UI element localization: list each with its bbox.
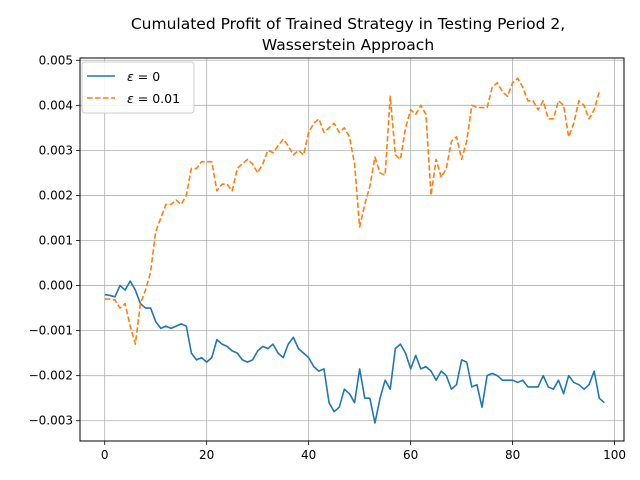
- x-tick-label: 100: [603, 448, 626, 462]
- chart-title-line-1: Cumulated Profit of Trained Strategy in …: [131, 15, 565, 33]
- legend-box: [81, 61, 195, 114]
- legend-label-series-2: ε = 0.01: [127, 91, 180, 106]
- x-tick-label: 60: [403, 448, 418, 462]
- x-axis: 0 20 40 60 80 100: [101, 441, 626, 462]
- legend-label-series-1: ε = 0: [127, 69, 160, 84]
- chart-title-line-2: Wasserstein Approach: [262, 36, 434, 54]
- y-tick-label: 0.005: [39, 53, 73, 67]
- series-line-2: [104, 77, 601, 345]
- axes-frame: [79, 57, 625, 442]
- y-tick-label: −0.001: [29, 324, 73, 338]
- series-line-1: [104, 280, 605, 424]
- x-tick-label: 80: [505, 448, 520, 462]
- x-tick-label: 0: [101, 448, 109, 462]
- y-tick-label: 0.000: [39, 279, 73, 293]
- y-tick-label: 0.001: [39, 233, 73, 247]
- grid: [80, 58, 624, 441]
- series-layer: [104, 77, 605, 424]
- y-axis: −0.003 −0.002 −0.001 0.000 0.001 0.002 0.003 0.…: [29, 53, 80, 428]
- y-tick-label: −0.003: [29, 414, 73, 428]
- y-tick-label: 0.002: [39, 188, 73, 202]
- legend: ε = 0 ε = 0.01: [81, 61, 195, 114]
- x-tick-label: 20: [199, 448, 214, 462]
- y-tick-label: −0.002: [29, 369, 73, 383]
- y-tick-label: 0.003: [39, 143, 73, 157]
- y-tick-label: 0.004: [39, 98, 73, 112]
- x-tick-label: 40: [301, 448, 316, 462]
